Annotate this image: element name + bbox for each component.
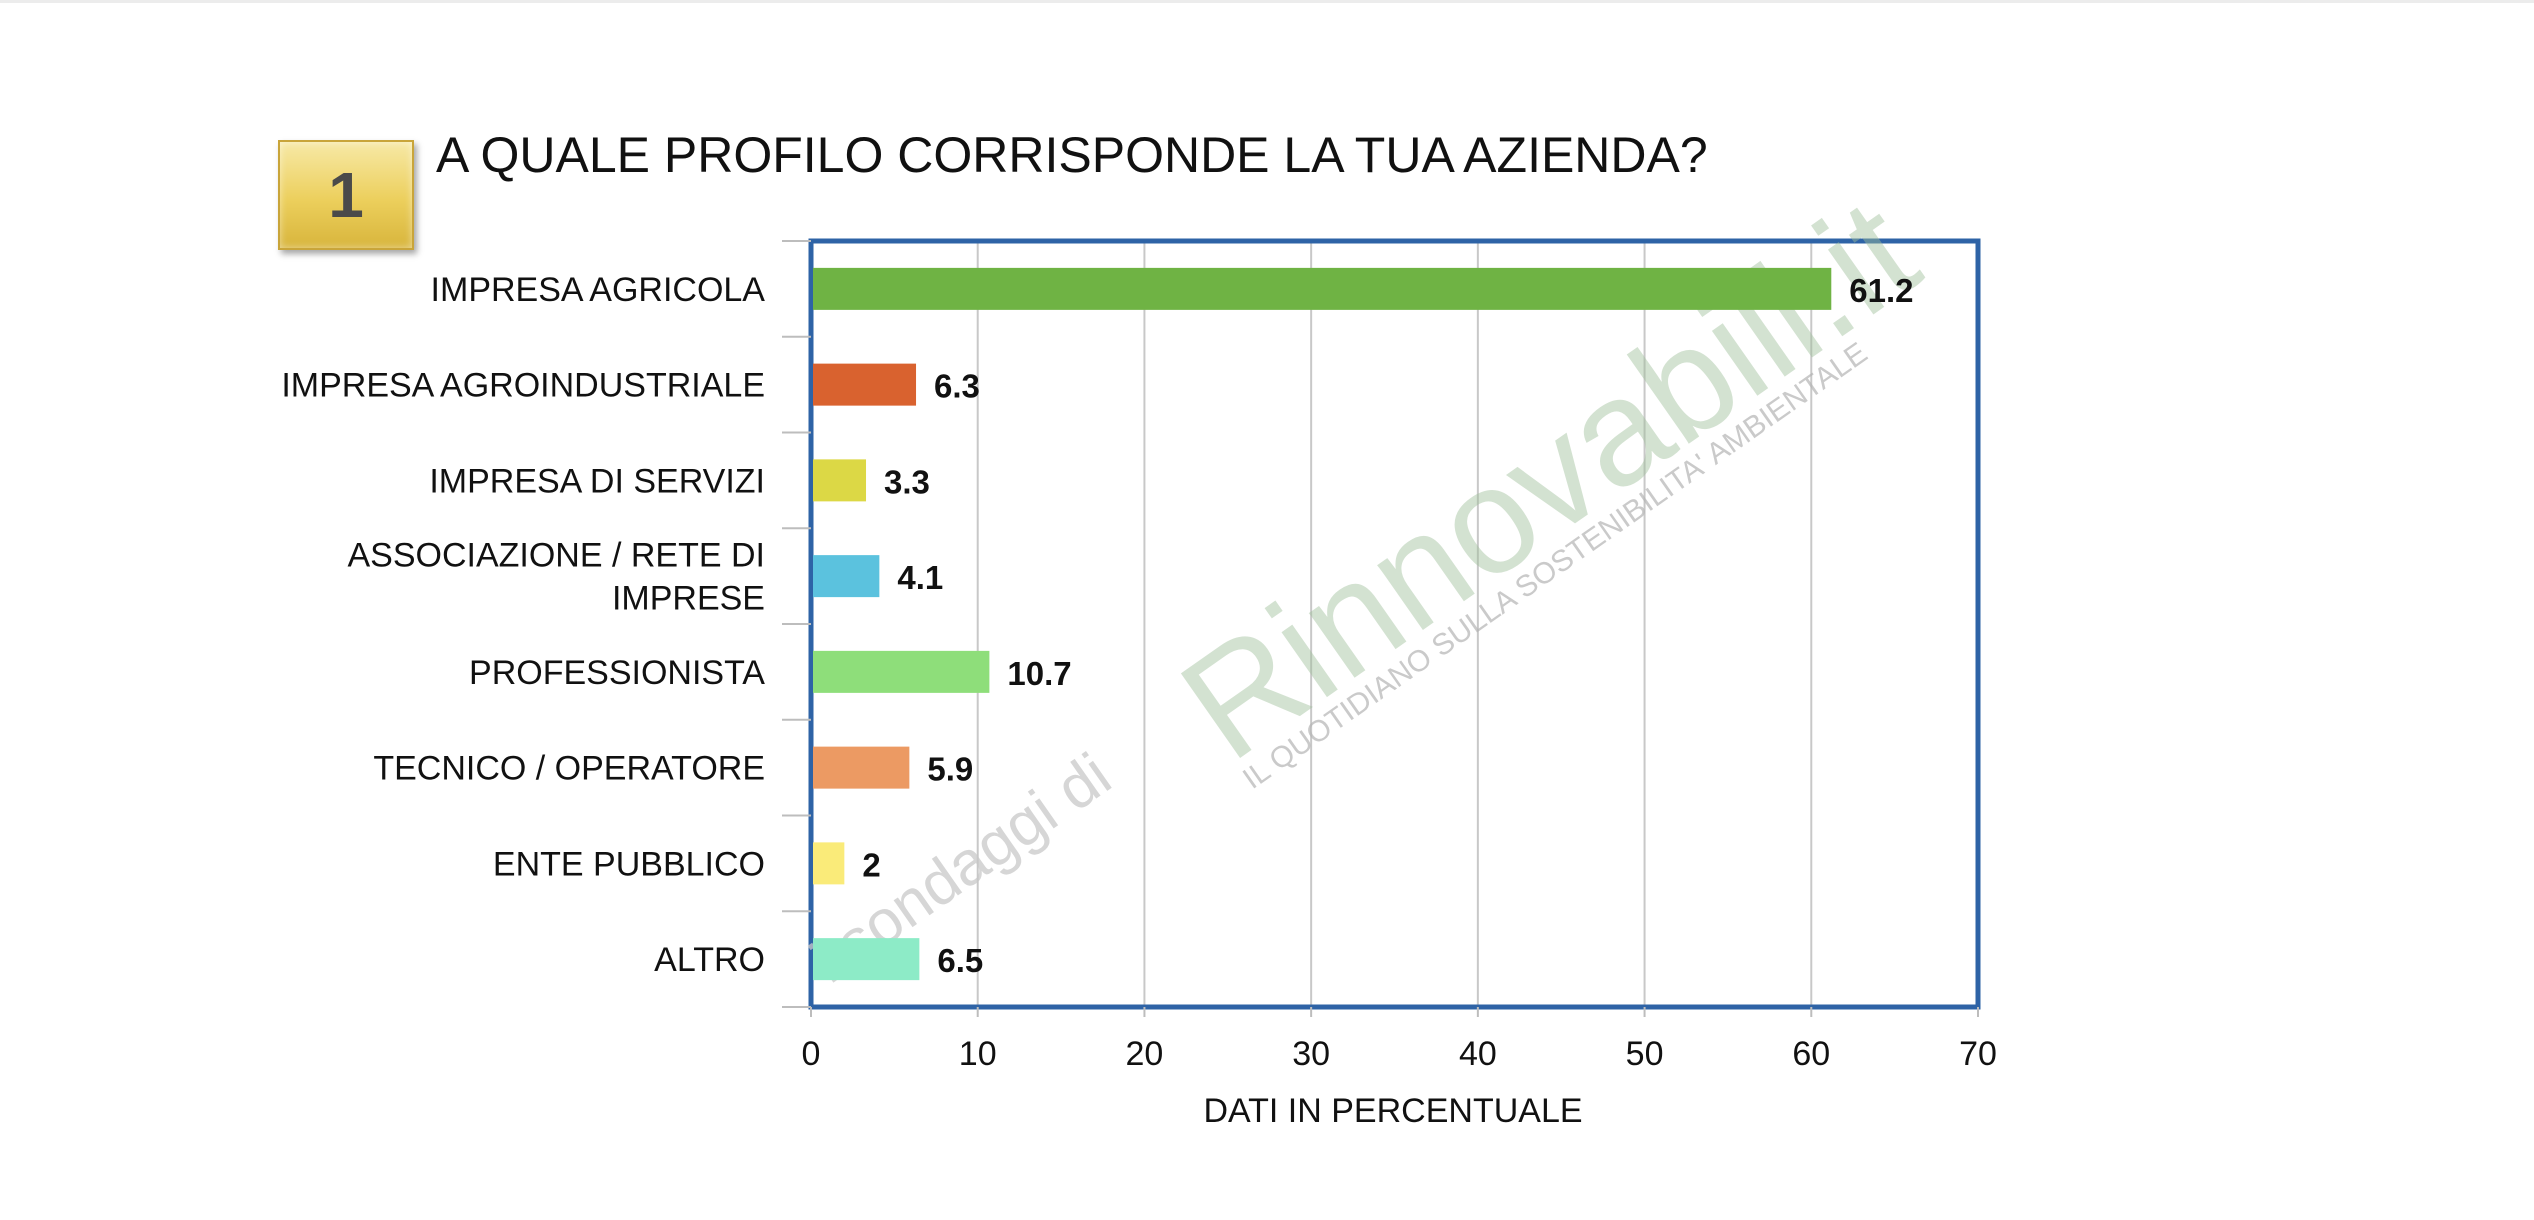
x-tick-label: 10 [959, 1035, 997, 1073]
data-label: 10.7 [1007, 655, 1071, 692]
category-label: IMPRESA DI SERVIZI [429, 462, 765, 500]
question-number-badge: 1 [278, 140, 414, 250]
category-label: ENTE PUBBLICO [493, 845, 765, 883]
category-labels: IMPRESA AGRICOLA IMPRESA AGROINDUSTRIALE I… [281, 271, 765, 979]
bar [813, 459, 867, 502]
data-label: 61.2 [1849, 272, 1913, 309]
data-label: 4.1 [897, 559, 943, 596]
watermark-brand: Rinnovabili.it [1152, 166, 1945, 791]
category-label: IMPRESA AGRICOLA [431, 271, 766, 309]
data-label: 3.3 [884, 463, 930, 500]
question-number: 1 [328, 159, 364, 231]
x-tick-label: 70 [1959, 1035, 1997, 1073]
x-axis-label: DATI IN PERCENTUALE [1203, 1092, 1582, 1130]
data-label: 6.3 [934, 368, 980, 405]
x-axis: 0 10 20 30 40 50 60 70 [782, 240, 1997, 1073]
category-label: PROFESSIONISTA [469, 654, 765, 692]
x-tick-label: 40 [1459, 1035, 1497, 1073]
bar [813, 650, 990, 693]
chart-title: A QUALE PROFILO CORRISPONDE LA TUA AZIEN… [436, 127, 1708, 183]
category-label: IMPRESA AGROINDUSTRIALE [281, 367, 765, 405]
category-label: ASSOCIAZIONE / RETE DI [347, 537, 765, 575]
bar [813, 267, 1832, 310]
x-tick-label: 30 [1292, 1035, 1330, 1073]
data-label: 2 [862, 846, 880, 883]
x-tick-label: 60 [1792, 1035, 1830, 1073]
bar [813, 938, 920, 981]
x-tick-label: 0 [802, 1035, 821, 1073]
category-label: TECNICO / OPERATORE [373, 750, 765, 788]
top-border [0, 0, 2534, 3]
bar [813, 842, 845, 885]
bars-layer: 61.2 6.3 3.3 4.1 10.7 5.9 2 6.5 [813, 267, 1914, 981]
bar [813, 363, 917, 406]
bar [813, 555, 880, 598]
x-tick-label: 50 [1626, 1035, 1664, 1073]
category-label: ALTRO [654, 941, 765, 979]
category-label: IMPRESE [612, 580, 765, 618]
bar [813, 746, 910, 789]
x-tick-label: 20 [1126, 1035, 1164, 1073]
data-label: 5.9 [927, 751, 973, 788]
data-label: 6.5 [937, 942, 983, 979]
